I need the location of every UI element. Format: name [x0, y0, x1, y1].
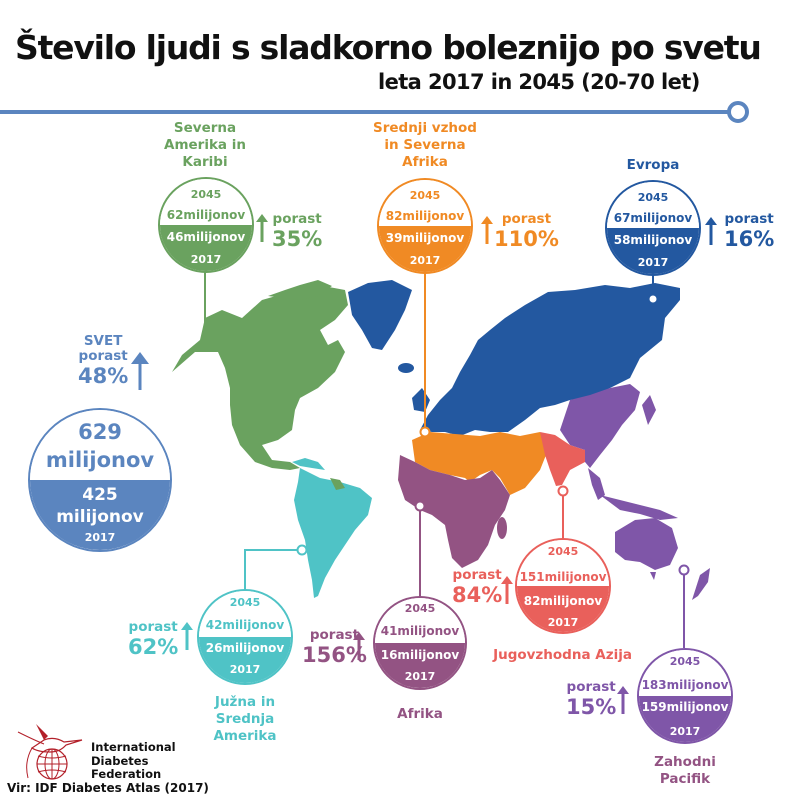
map-western-pacific — [560, 384, 640, 468]
map-north-america — [172, 285, 348, 470]
page-title: Število ljudi s sladkorno boleznijo po s… — [15, 28, 762, 67]
value-2045: 42milijonov — [205, 618, 285, 632]
map-australia — [615, 518, 678, 570]
world-value-2017-unit: milijonov — [56, 507, 144, 527]
idf-logo-text: International Diabetes Federation — [91, 740, 176, 781]
value-2017: 16milijonov — [380, 648, 460, 662]
bubble-mena: 2045 82milijonov 39milijonov 2017 — [377, 178, 473, 274]
map-greenland — [348, 280, 412, 350]
arrow-up-icon — [705, 217, 717, 245]
growth-africa: porast 156% — [302, 627, 367, 668]
value-2017: 46milijonov — [166, 230, 246, 244]
region-label-africa: Afrika — [397, 706, 443, 722]
region-label-south-america: Južna in Srednja Amerika — [213, 694, 277, 744]
bubble-world: 629 milijonov 425 milijonov 2017 — [28, 408, 172, 552]
region-label-europe: Evropa — [626, 157, 680, 173]
header-divider — [0, 110, 730, 114]
header-divider-end-circle — [727, 101, 749, 123]
growth-mena: porast 110% — [494, 211, 559, 252]
map-africa — [398, 455, 510, 568]
arrow-up-icon — [181, 622, 193, 650]
region-label-western-pacific: Zahodni Pacifik — [654, 754, 716, 787]
bubble-south-america: 2045 42milijonov 26milijonov 2017 — [197, 589, 293, 685]
value-2045: 82milijonov — [385, 209, 465, 223]
arrow-up-icon — [256, 214, 268, 242]
bubble-western-pacific: 2045 183milijonov 159milijonov 2017 — [637, 648, 733, 744]
page-subtitle: leta 2017 in 2045 (20-70 let) — [378, 70, 700, 94]
year-2017: 2017 — [669, 725, 701, 738]
year-2017: 2017 — [637, 256, 669, 269]
year-2045: 2045 — [409, 189, 441, 202]
value-2017: 39milijonov — [385, 231, 465, 245]
value-2045: 62milijonov — [166, 208, 246, 222]
year-2045: 2045 — [669, 655, 701, 668]
map-south-america — [294, 468, 372, 598]
region-label-north-america: Severna Amerika in Karibi — [164, 120, 246, 170]
world-value-2045-num: 629 — [78, 420, 122, 444]
year-2045: 2045 — [404, 602, 436, 615]
value-2017: 159milijonov — [641, 700, 729, 714]
year-2045: 2045 — [547, 545, 579, 558]
region-label-southeast-asia: Jugovzhodna Azija — [493, 647, 632, 663]
year-2045: 2045 — [190, 188, 222, 201]
value-2045: 67milijonov — [613, 211, 693, 225]
year-2017: 2017 — [229, 663, 261, 676]
world-year-2017: 2017 — [84, 531, 116, 544]
growth-europe: porast 16% — [724, 211, 775, 252]
arrow-up-icon — [617, 686, 629, 714]
arrow-up-icon — [481, 216, 493, 244]
bubble-southeast-asia: 2045 151milijonov 82milijonov 2017 — [515, 538, 611, 634]
growth-southeast-asia: porast 84% — [452, 567, 503, 608]
value-2045: 151milijonov — [519, 570, 607, 584]
value-2045: 183milijonov — [641, 678, 729, 692]
value-2017: 58milijonov — [613, 233, 693, 247]
year-2017: 2017 — [409, 254, 441, 267]
world-label: SVET — [83, 333, 123, 349]
arrow-up-icon — [353, 632, 365, 660]
bubble-europe: 2045 67milijonov 58milijonov 2017 — [605, 180, 701, 276]
arrow-up-icon — [131, 352, 149, 390]
idf-hummingbird-globe-logo — [17, 724, 83, 780]
growth-north-america: porast 35% — [272, 211, 323, 252]
world-value-2017-num: 425 — [82, 485, 118, 505]
growth-south-america: porast 62% — [128, 619, 179, 660]
map-southeast-asia — [540, 432, 585, 486]
map-europe — [420, 283, 680, 436]
arrow-up-icon — [501, 576, 513, 604]
year-2017: 2017 — [547, 616, 579, 629]
world-growth: SVET porast 48% — [78, 333, 129, 389]
growth-western-pacific: porast 15% — [566, 679, 617, 720]
year-2017: 2017 — [404, 670, 436, 683]
year-2017: 2017 — [190, 253, 222, 266]
source-citation: Vir: IDF Diabetes Atlas (2017) — [7, 781, 209, 795]
map-mena — [412, 432, 548, 495]
year-2045: 2045 — [637, 191, 669, 204]
value-2045: 41milijonov — [380, 624, 460, 638]
world-value-2045-unit: milijonov — [45, 448, 155, 472]
value-2017: 82milijonov — [523, 594, 603, 608]
bubble-north-america: 2045 62milijonov 46milijonov 2017 — [158, 177, 254, 273]
value-2017: 26milijonov — [205, 641, 285, 655]
year-2045: 2045 — [229, 596, 261, 609]
bubble-africa: 2045 41milijonov 16milijonov 2017 — [373, 596, 467, 690]
region-label-mena: Srednji vzhod in Severna Afrika — [373, 120, 477, 170]
